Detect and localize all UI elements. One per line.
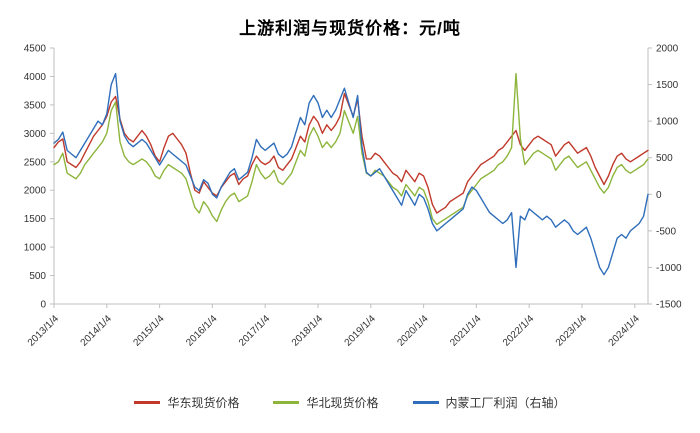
y-axis-left-label: 2000 — [24, 186, 47, 197]
x-axis-label: 2019/1/4 — [343, 313, 379, 349]
y-axis-left-label: 3000 — [24, 129, 47, 140]
y-axis-right-label: -1500 — [656, 300, 682, 311]
legend-item-east-china-spot: 华东现货价格 — [134, 394, 239, 411]
legend: 华东现货价格 华北现货价格 内蒙工厂利润（右轴） — [134, 390, 566, 414]
y-axis-left-label: 0 — [40, 300, 46, 311]
y-axis-right-label: 2000 — [656, 44, 679, 55]
y-axis-left-label: 4000 — [24, 72, 47, 83]
legend-label-east-china-spot: 华东现货价格 — [167, 395, 240, 410]
x-axis-label: 2024/1/4 — [607, 313, 643, 349]
line-chart: 0 500 1000 1500 2000 2500 3000 3500 4000 4500 -150… — [24, 44, 682, 349]
y-axis-left-label: 1000 — [24, 243, 47, 254]
x-axis-label: 2023/1/4 — [554, 313, 590, 349]
x-axis-label: 2016/1/4 — [184, 313, 220, 349]
x-axis-label: 2015/1/4 — [131, 313, 167, 349]
y-axis-left-label: 4500 — [24, 44, 47, 55]
y-axis-left-label: 3500 — [24, 100, 47, 111]
y-axis-right-label: 1000 — [656, 117, 679, 128]
y-axis-right-label: -500 — [656, 226, 676, 237]
x-axis-label: 2013/1/4 — [26, 313, 62, 349]
x-axis-label: 2020/1/4 — [395, 313, 431, 349]
x-axis-label: 2022/1/4 — [501, 313, 537, 349]
x-axis-label: 2021/1/4 — [448, 313, 484, 349]
x-axis-label: 2018/1/4 — [290, 313, 326, 349]
y-axis-right-label: 0 — [656, 190, 662, 201]
y-axis-right-label: -1000 — [656, 263, 682, 274]
x-axis-label: 2017/1/4 — [237, 313, 273, 349]
legend-label-north-china-spot: 华北现货价格 — [306, 395, 379, 410]
x-axis-label: 2014/1/4 — [79, 313, 115, 349]
y-axis-right-label: 1500 — [656, 80, 679, 91]
legend-marker-north-china-spot — [273, 400, 300, 404]
series-line-2 — [53, 72, 649, 276]
y-axis-left-label: 500 — [29, 271, 46, 282]
legend-item-north-china-spot: 华北现货价格 — [273, 394, 379, 411]
legend-marker-inner-mongolia-profit — [412, 400, 439, 404]
y-axis-right-label: 500 — [656, 153, 673, 164]
legend-label-inner-mongolia-profit: 内蒙工厂利润（右轴） — [445, 395, 566, 410]
legend-marker-east-china-spot — [134, 400, 161, 404]
chart-title: 上游利润与现货价格：元/吨 — [239, 19, 461, 38]
legend-item-inner-mongolia-profit: 内蒙工厂利润（右轴） — [412, 394, 566, 411]
series-line-1 — [53, 72, 649, 226]
y-axis-left-label: 1500 — [24, 214, 47, 225]
y-axis-left-label: 2500 — [24, 157, 47, 168]
